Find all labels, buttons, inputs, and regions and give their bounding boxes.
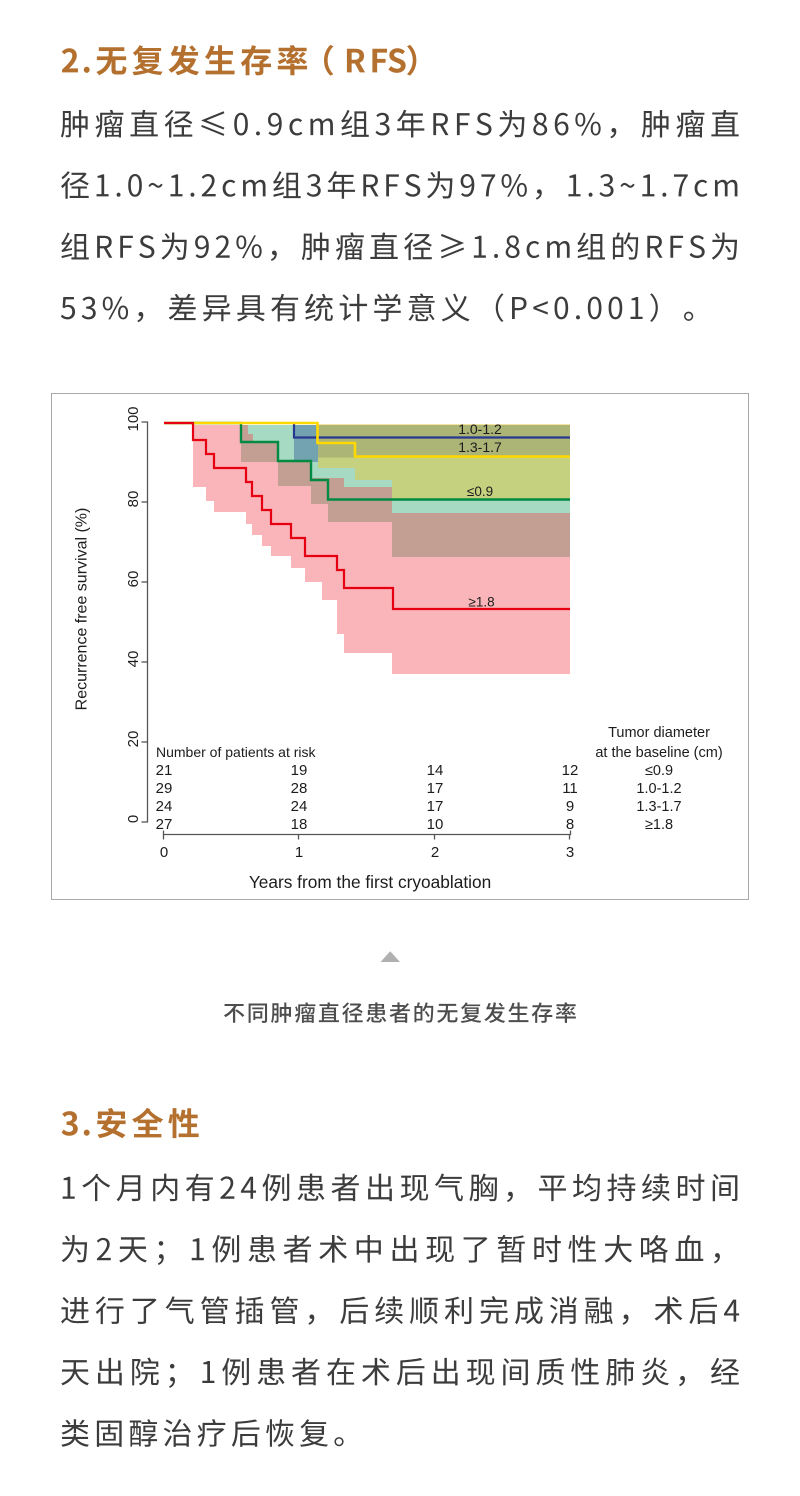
svg-text:≥1.8: ≥1.8 bbox=[645, 817, 673, 833]
svg-text:14: 14 bbox=[427, 762, 444, 779]
svg-text:1.0-1.2: 1.0-1.2 bbox=[636, 781, 681, 797]
svg-text:10: 10 bbox=[427, 816, 444, 833]
svg-text:Number of patients at risk: Number of patients at risk bbox=[156, 744, 317, 760]
svg-text:12: 12 bbox=[562, 762, 579, 779]
svg-text:28: 28 bbox=[291, 780, 308, 797]
svg-text:1.3-1.7: 1.3-1.7 bbox=[636, 799, 681, 815]
svg-text:at the baseline (cm): at the baseline (cm) bbox=[595, 745, 722, 761]
svg-text:3: 3 bbox=[566, 844, 574, 861]
svg-text:19: 19 bbox=[291, 762, 308, 779]
svg-text:Tumor diameter: Tumor diameter bbox=[608, 725, 710, 741]
svg-text:40: 40 bbox=[125, 651, 142, 668]
svg-text:17: 17 bbox=[427, 780, 444, 797]
svg-text:0: 0 bbox=[125, 815, 142, 823]
svg-text:≤0.9: ≤0.9 bbox=[467, 484, 493, 499]
svg-text:Recurrence free survival (%): Recurrence free survival (%) bbox=[74, 508, 91, 711]
svg-text:80: 80 bbox=[125, 491, 142, 508]
svg-text:1: 1 bbox=[295, 844, 303, 861]
svg-text:20: 20 bbox=[125, 731, 142, 748]
svg-text:1.0-1.2: 1.0-1.2 bbox=[458, 421, 502, 437]
svg-text:24: 24 bbox=[291, 798, 308, 815]
svg-text:21: 21 bbox=[156, 762, 173, 779]
svg-text:24: 24 bbox=[156, 798, 173, 815]
svg-text:60: 60 bbox=[125, 571, 142, 588]
svg-text:2: 2 bbox=[431, 844, 439, 861]
svg-text:0: 0 bbox=[160, 844, 168, 861]
svg-text:Years from the first cryoablat: Years from the first cryoablation bbox=[249, 872, 491, 892]
svg-text:18: 18 bbox=[291, 816, 308, 833]
svg-text:100: 100 bbox=[125, 406, 142, 431]
svg-text:11: 11 bbox=[562, 780, 578, 797]
svg-text:8: 8 bbox=[566, 816, 574, 833]
svg-text:17: 17 bbox=[427, 798, 444, 815]
svg-text:1.3-1.7: 1.3-1.7 bbox=[458, 439, 502, 455]
svg-text:9: 9 bbox=[566, 798, 574, 815]
svg-text:29: 29 bbox=[156, 780, 173, 797]
svg-text:≥1.8: ≥1.8 bbox=[468, 595, 494, 610]
svg-text:27: 27 bbox=[156, 816, 173, 833]
svg-text:≤0.9: ≤0.9 bbox=[645, 763, 673, 779]
